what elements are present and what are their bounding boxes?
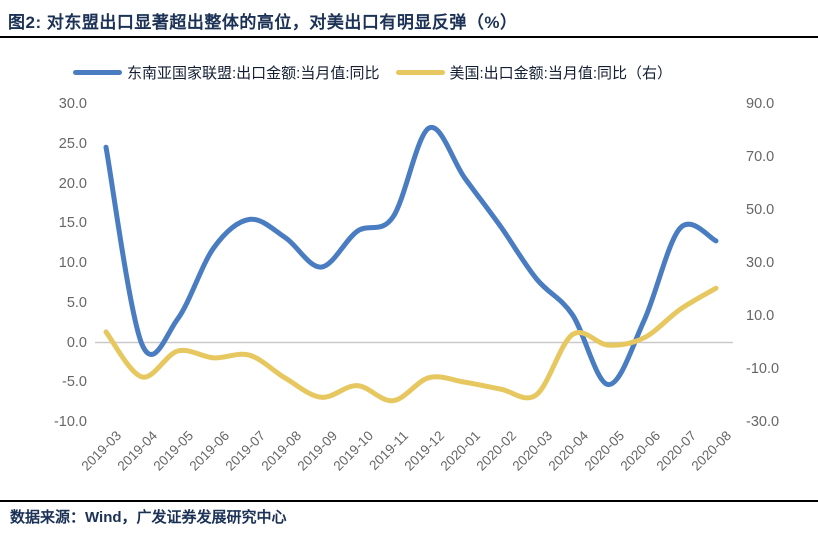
right-axis-tick-label: 50.0 xyxy=(746,202,775,219)
left-axis-tick-label: 0.0 xyxy=(66,334,87,351)
right-axis-tick-label: 70.0 xyxy=(746,149,775,166)
left-axis-tick-label: 30.0 xyxy=(58,96,87,113)
asean-series-line xyxy=(103,125,719,388)
asean-line-swatch xyxy=(73,69,122,75)
right-axis-tick-label: 30.0 xyxy=(746,255,775,272)
legend-item-us: 美国:出口金额:当月值:同比（右） xyxy=(395,62,673,83)
left-axis-tick-label: 15.0 xyxy=(58,215,87,232)
legend-label-asean: 东南亚国家联盟:出口金额:当月值:同比 xyxy=(127,64,380,82)
left-axis-tick-label: 5.0 xyxy=(66,294,87,311)
chart-title: 图2: 对东盟出口显著超出整体的高位，对美出口有明显反弹（%） xyxy=(8,13,518,32)
legend: 东南亚国家联盟:出口金额:当月值:同比 美国:出口金额:当月值:同比（右） xyxy=(73,62,773,82)
us-line-swatch xyxy=(395,69,445,75)
footer-divider-line xyxy=(0,500,818,502)
right-axis-tick-label: -10.0 xyxy=(746,361,780,377)
left-axis-tick-label: 10.0 xyxy=(58,255,87,272)
title-divider-line xyxy=(0,36,818,38)
left-axis-tick-label: 25.0 xyxy=(58,136,87,152)
legend-label-us: 美国:出口金额:当月值:同比（右） xyxy=(449,64,673,82)
us-series-line xyxy=(103,285,719,404)
right-axis-tick-label: -30.0 xyxy=(746,413,780,430)
legend-item-asean: 东南亚国家联盟:出口金额:当月值:同比 xyxy=(73,62,380,83)
data-source-note: 数据来源：Wind，广发证券发展研究中心 xyxy=(10,509,287,526)
left-axis-tick-label: -5.0 xyxy=(62,374,87,391)
left-axis-tick-label: -10.0 xyxy=(53,413,87,430)
right-axis-tick-label: 90.0 xyxy=(746,96,775,113)
right-axis-tick-label: 10.0 xyxy=(746,308,775,324)
left-axis-tick-label: 20.0 xyxy=(58,175,87,192)
